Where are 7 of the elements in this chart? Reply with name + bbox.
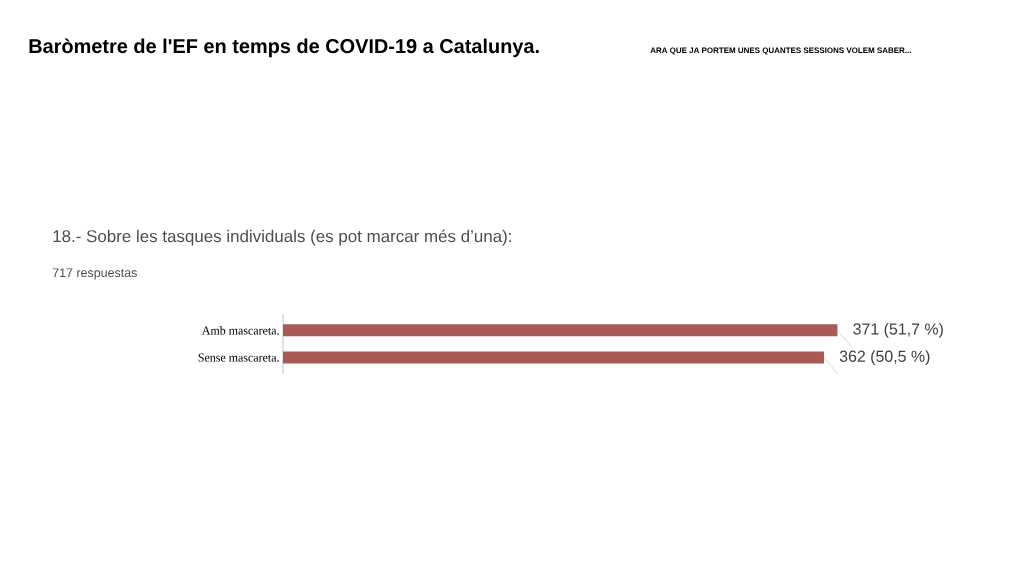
y-tick-label: Amb mascareta. <box>201 326 279 335</box>
data-label: 371 (51,7 %) <box>853 322 943 338</box>
text: 18.- Sobre les tasques individuals (es pot marcar més d’una): <box>53 229 511 246</box>
data-label: 362 (50,5 %) <box>839 350 930 366</box>
y-tick-label: Sense mascareta. <box>198 353 279 362</box>
text: 717 respuestas <box>52 268 137 280</box>
chart-title: Baròmetre de l'EF en temps de COVID-19 a Catalunya. <box>29 38 539 58</box>
